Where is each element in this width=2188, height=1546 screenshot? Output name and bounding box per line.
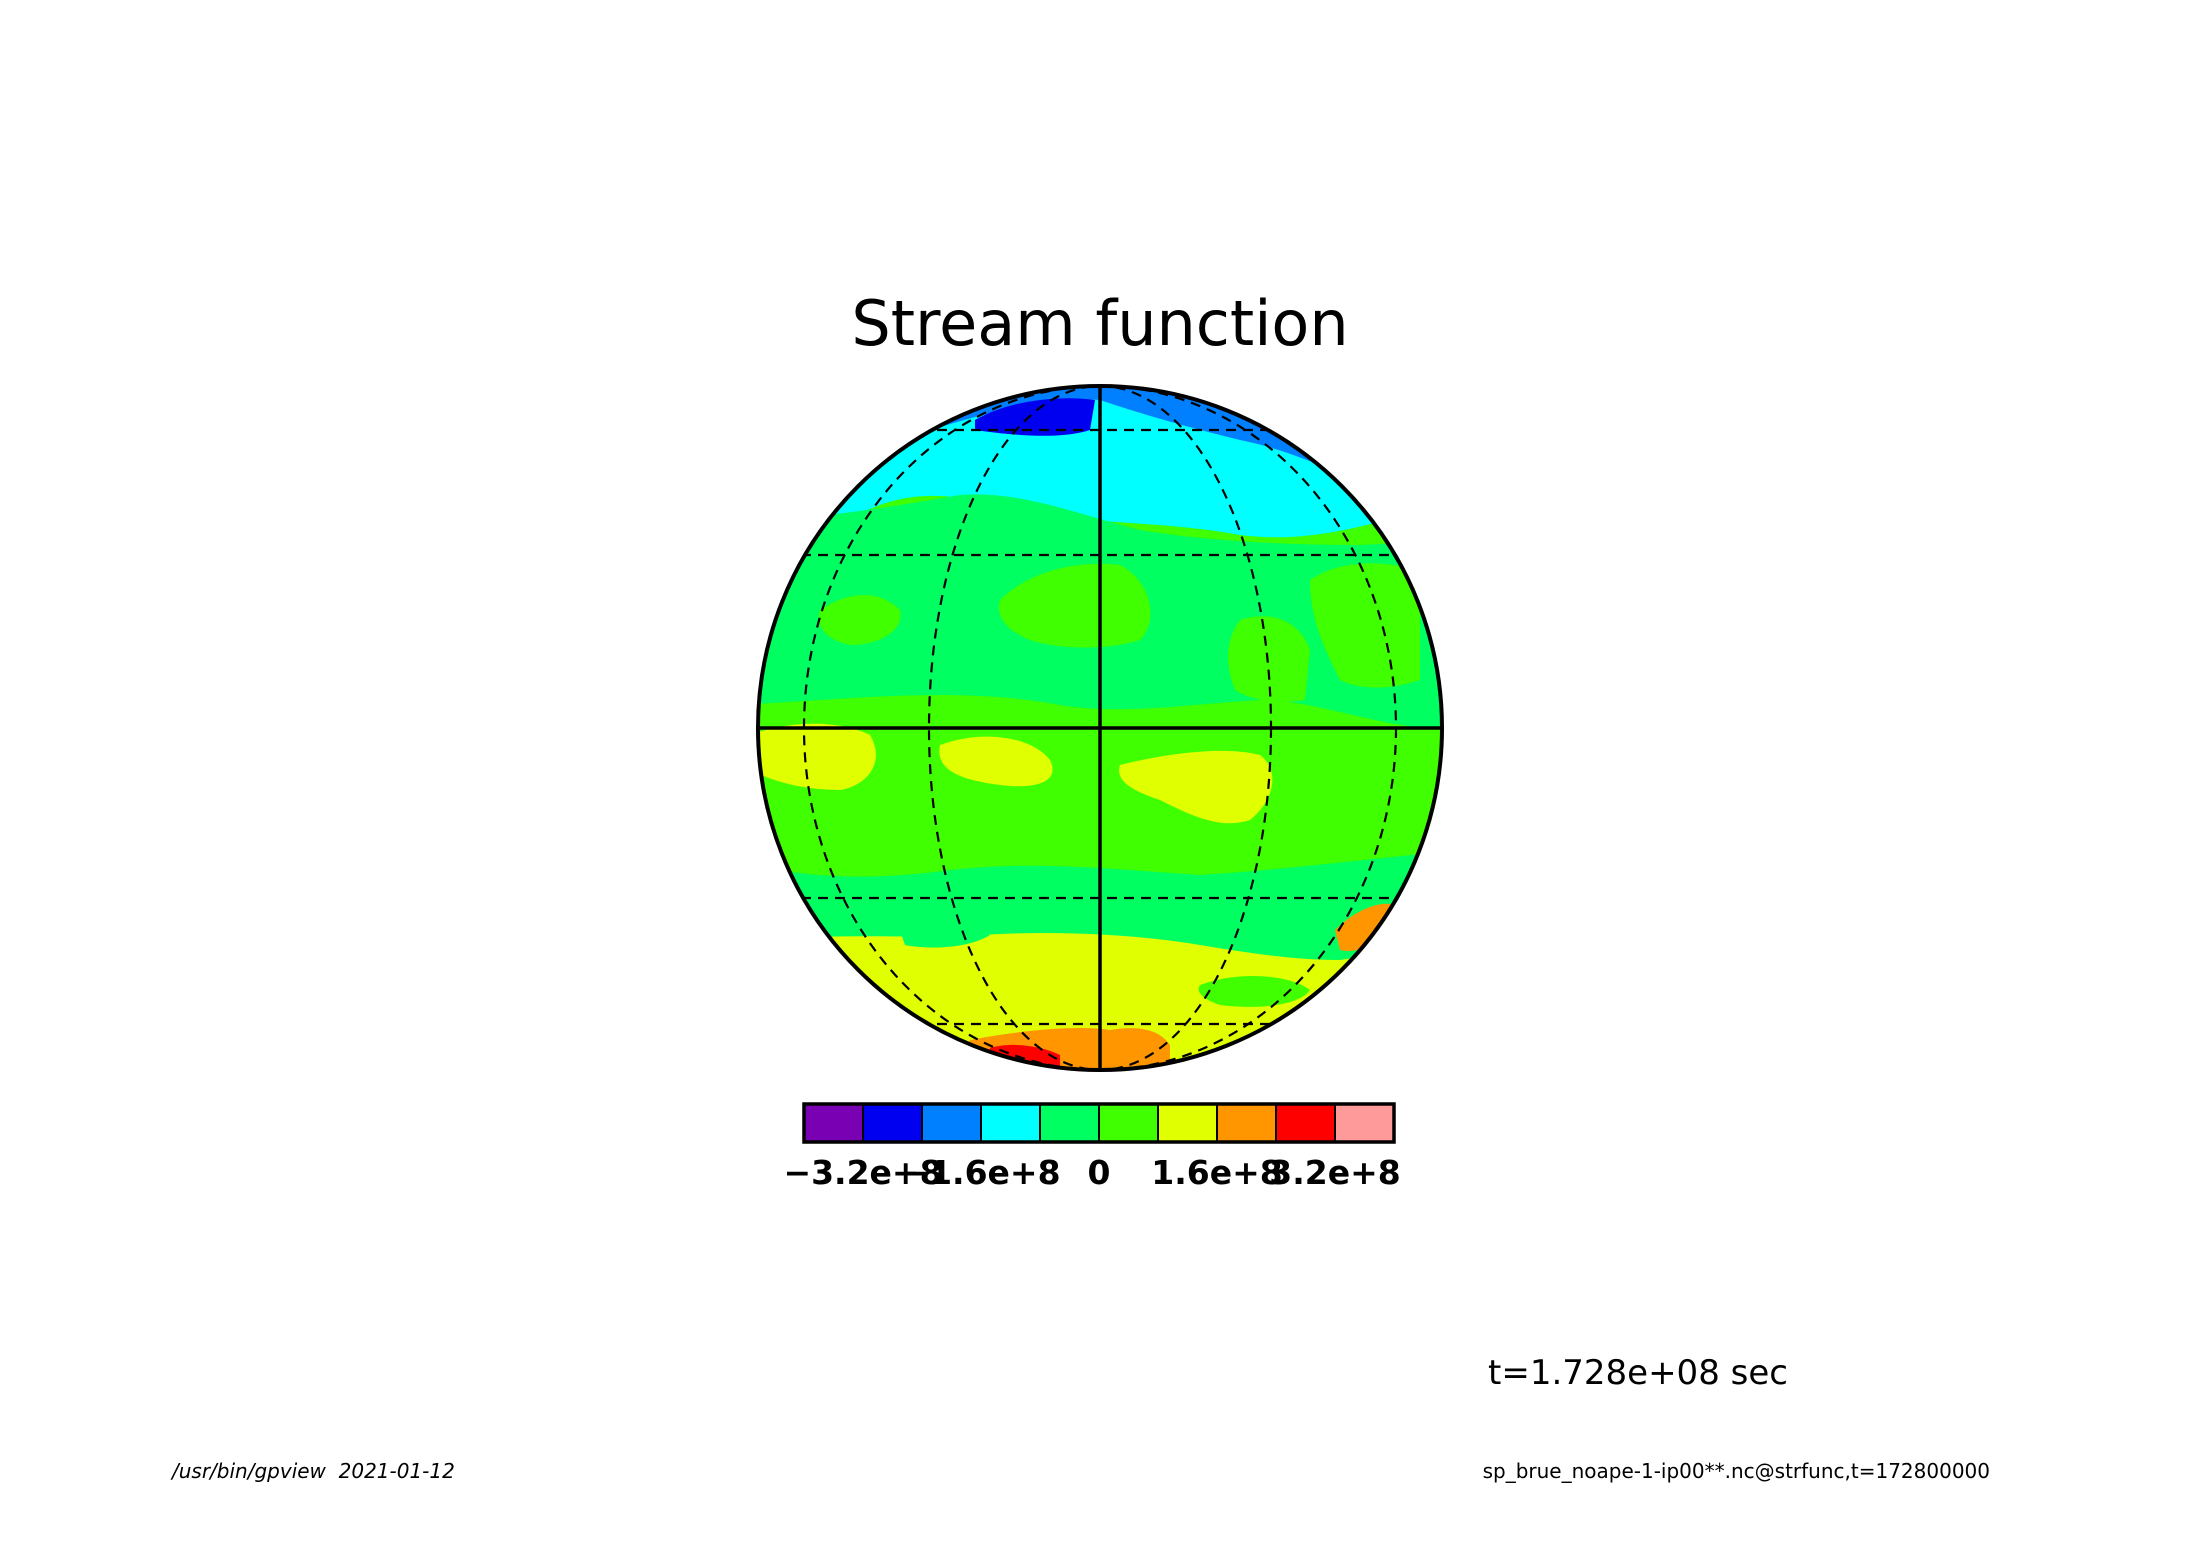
- colorbar-swatch: [1157, 1103, 1218, 1143]
- field-lime-patch-1: [998, 563, 1151, 648]
- footer-left: /usr/bin/gpview 2021-01-12: [170, 1459, 455, 1483]
- field-green-south-west: [900, 924, 990, 948]
- colorbar-swatch: [921, 1103, 982, 1143]
- field-yellow-eq-center: [939, 736, 1053, 787]
- colorbar-tick-label: 1.6e+8: [1151, 1153, 1282, 1192]
- globe-outline: [756, 384, 1444, 1072]
- footer-right: sp_brue_noape-1-ip00**.nc@strfunc,t=1728…: [1483, 1459, 1990, 1483]
- colorbar-swatch: [1098, 1103, 1159, 1143]
- time-label: t=1.728e+08 sec: [1488, 1353, 1788, 1393]
- field-lime-patch-2: [1228, 616, 1310, 702]
- colorbar-swatch: [862, 1103, 923, 1143]
- axes-cross: [758, 386, 1442, 1070]
- field-lime-patch-4: [818, 595, 901, 645]
- colorbar-swatch: [1216, 1103, 1277, 1143]
- colorbar-swatch: [980, 1103, 1041, 1143]
- field-lime-south: [1198, 975, 1310, 1007]
- field-yellow-eq-west: [758, 723, 876, 790]
- colorbar-tick-label: 3.2e+8: [1269, 1153, 1400, 1192]
- colorbar-labels: −3.2e+8−1.6e+8 0 1.6e+83.2e+8: [783, 1153, 1400, 1192]
- map-title: Stream function: [851, 287, 1348, 360]
- colorbar-swatch: [803, 1103, 864, 1143]
- colorbar-outline: [802, 1102, 1396, 1144]
- field-yellow-eq-east: [1119, 750, 1273, 824]
- colorbar: [802, 1102, 1396, 1144]
- colorbar-swatch: [1275, 1103, 1336, 1143]
- field-blue-north: [975, 398, 1095, 436]
- colorbar-tick-label: 0: [1088, 1153, 1111, 1192]
- colorbar-swatch: [1334, 1103, 1395, 1143]
- colorbar-tick-label: −3.2e+8: [783, 1153, 942, 1192]
- colorbar-tick-label: −1.6e+8: [901, 1153, 1060, 1192]
- field-cyan-wedge: [1100, 420, 1300, 505]
- field-lime-patch-3: [1310, 563, 1420, 688]
- colorbar-swatch: [1039, 1103, 1100, 1143]
